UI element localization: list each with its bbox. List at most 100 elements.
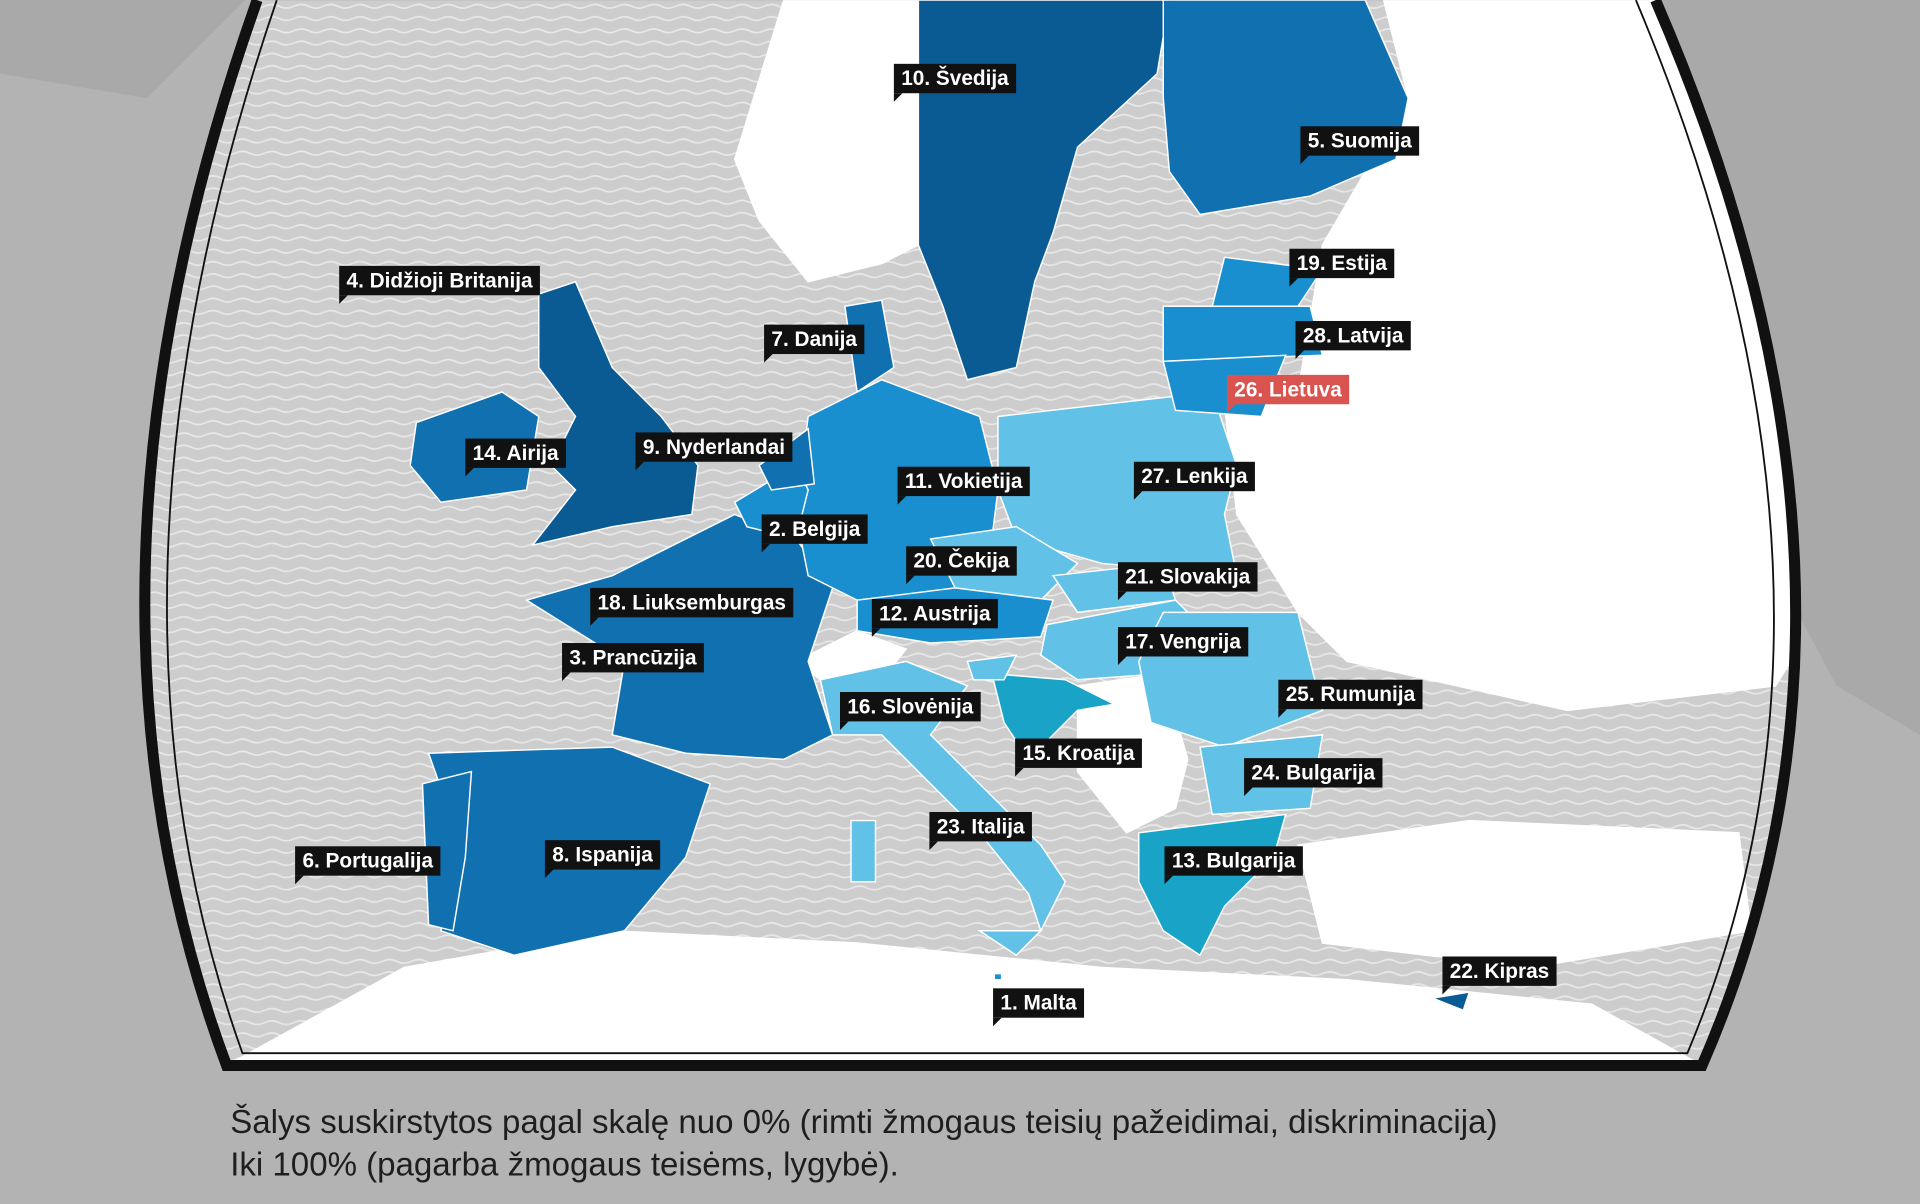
country — [966, 654, 1018, 681]
country-label: 14. Airija — [465, 438, 566, 477]
label-box — [635, 432, 793, 462]
label-box — [1289, 248, 1395, 279]
caption-line: Šalys suskirstytos pagal skalę nuo 0% (r… — [230, 1103, 1497, 1141]
label-text: 10. Švedija — [901, 66, 1009, 90]
country-label: 2. Belgija — [761, 514, 868, 553]
label-text: 22. Kipras — [1450, 960, 1549, 983]
country-label: 8. Ispanija — [544, 840, 661, 879]
country-label: 23. Italija — [929, 812, 1032, 850]
label-box — [465, 438, 566, 468]
label-text: 28. Latvija — [1303, 324, 1404, 347]
country-label: 5. Suomija — [1300, 126, 1420, 165]
label-text: 7. Danija — [771, 328, 857, 351]
label-box — [761, 514, 868, 544]
country — [421, 770, 473, 932]
label-box — [1226, 374, 1350, 405]
label-box — [339, 265, 540, 296]
country-label: 6. Portugalija — [295, 846, 441, 885]
label-box — [871, 598, 998, 629]
country-label: 20. Čekija — [906, 546, 1017, 585]
country-label: 1. Malta — [993, 988, 1085, 1027]
label-tail — [1442, 985, 1452, 995]
country — [993, 972, 1003, 981]
label-text: 8. Ispanija — [552, 844, 653, 867]
country — [524, 513, 834, 761]
label-text: 3. Prancūzija — [569, 646, 697, 669]
label-text: 20. Čekija — [913, 549, 1009, 573]
label-text: 9. Nyderlandai — [643, 436, 785, 459]
country-label: 24. Bulgarija — [1244, 758, 1383, 797]
label-text: 17. Vengrija — [1125, 631, 1241, 654]
label-tail — [764, 354, 773, 363]
country-label: 18. Liuksemburgas — [590, 587, 794, 626]
country — [1162, 0, 1409, 216]
label-tail — [635, 461, 645, 471]
country-label: 3. Prancūzija — [562, 643, 704, 681]
label-box — [929, 812, 1032, 842]
country-label: 13. Bulgarija — [1164, 846, 1303, 885]
country-label: 17. Vengrija — [1117, 627, 1249, 666]
label-box — [897, 466, 1030, 497]
label-text: 18. Liuksemburgas — [598, 591, 786, 614]
label-box — [590, 587, 794, 618]
country — [850, 819, 877, 883]
label-box — [1300, 126, 1420, 156]
country-label: 15. Kroatija — [1015, 738, 1142, 777]
country-label: 26. Lietuva — [1226, 374, 1350, 413]
label-box — [295, 846, 441, 876]
country-label: 7. Danija — [764, 324, 865, 363]
lens-frame — [139, 0, 1802, 1071]
caption-line: Iki 100% (pagarba žmogaus teisėms, lygyb… — [230, 1147, 899, 1184]
label-text: 2. Belgija — [769, 518, 861, 541]
label-box — [1164, 846, 1303, 876]
country — [1162, 305, 1324, 363]
label-box — [1442, 956, 1557, 986]
label-text: 23. Italija — [937, 815, 1025, 838]
country-label: 11. Vokietija — [897, 466, 1030, 505]
label-text: 19. Estija — [1297, 252, 1388, 275]
label-box — [1133, 461, 1255, 492]
label-text: 24. Bulgarija — [1251, 762, 1375, 785]
labels: 10. Švedija 5. Suomija 4. Didžioji Britani… — [295, 63, 1557, 1027]
label-text: 16. Slovėnija — [847, 695, 973, 718]
country-label: 10. Švedija — [893, 63, 1017, 102]
label-text: 13. Bulgarija — [1172, 850, 1296, 873]
country-label: 28. Latvija — [1295, 320, 1411, 359]
country-label: 16. Slovėnija — [840, 692, 981, 730]
lens-inner-frame — [166, 0, 1775, 1055]
label-text: 14. Airija — [473, 442, 559, 465]
label-tail — [339, 295, 348, 304]
label-tail — [871, 628, 881, 637]
label-box — [1244, 758, 1383, 788]
country-label: 22. Kipras — [1442, 956, 1557, 995]
label-text: 12. Austrija — [879, 602, 991, 625]
label-text: 11. Vokietija — [905, 470, 1023, 493]
label-box — [562, 643, 704, 673]
country-label: 21. Slovakija — [1117, 562, 1258, 601]
country — [990, 672, 1117, 761]
label-tail — [1164, 875, 1174, 885]
label-text: 26. Lietuva — [1234, 378, 1342, 401]
country-label: 27. Lenkija — [1133, 461, 1255, 500]
label-box — [1117, 627, 1249, 657]
label-box — [544, 840, 661, 870]
label-box — [1278, 679, 1423, 710]
label-text: 21. Slovakija — [1125, 566, 1250, 589]
label-box — [1117, 562, 1258, 592]
label-text: 4. Didžioji Britanija — [347, 269, 533, 292]
label-text: 6. Portugalija — [302, 850, 433, 873]
label-tail — [929, 841, 938, 850]
label-text: 1. Malta — [1000, 992, 1077, 1015]
outer-land — [0, 0, 1920, 735]
label-tail — [906, 575, 915, 585]
label-box — [906, 546, 1017, 576]
country — [1429, 991, 1471, 1012]
label-tail — [544, 869, 554, 879]
label-box — [764, 324, 865, 355]
country — [844, 299, 895, 394]
label-box — [1015, 738, 1142, 768]
label-text: 27. Lenkija — [1141, 465, 1248, 488]
